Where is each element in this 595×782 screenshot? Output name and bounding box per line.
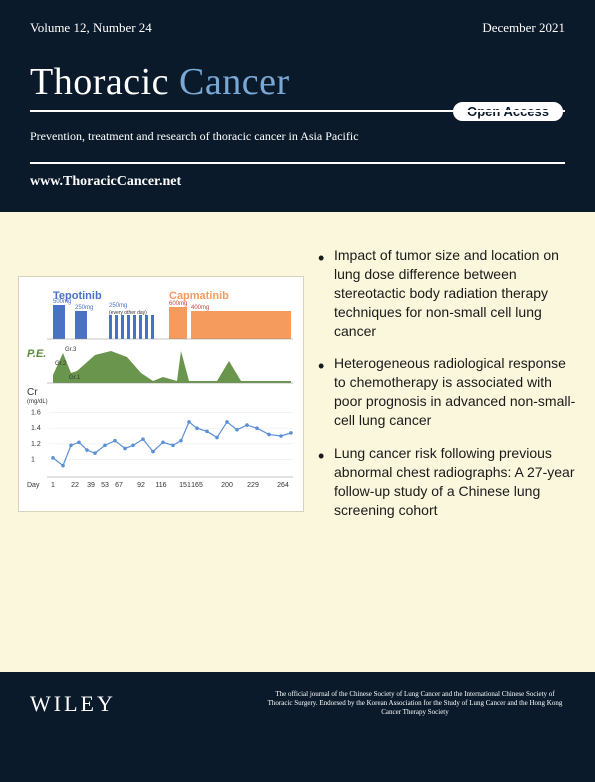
cover-chart-svg: TepotinibCapmatinib500mg250mg250mg(every… [25, 285, 299, 505]
endorsement-text: The official journal of the Chinese Soci… [265, 690, 565, 717]
svg-text:Gr.2: Gr.2 [55, 361, 67, 367]
volume-issue: Volume 12, Number 24 [30, 20, 152, 36]
svg-text:(mg/dL): (mg/dL) [27, 399, 48, 405]
title-divider [30, 110, 565, 112]
svg-text:500mg: 500mg [53, 299, 71, 305]
svg-text:P.E.: P.E. [27, 348, 46, 360]
svg-text:165: 165 [191, 482, 203, 489]
svg-text:200: 200 [221, 482, 233, 489]
svg-text:22: 22 [71, 482, 79, 489]
svg-text:1: 1 [31, 456, 35, 463]
highlight-item: Lung cancer risk following previous abno… [318, 444, 577, 520]
highlight-item: Impact of tumor size and location on lun… [318, 246, 577, 340]
svg-text:1.4: 1.4 [31, 425, 41, 432]
svg-text:92: 92 [137, 482, 145, 489]
title-accent: Cancer [179, 61, 290, 103]
svg-text:1.6: 1.6 [31, 410, 41, 417]
publisher-logo: WILEY [30, 691, 116, 717]
svg-text:67: 67 [115, 482, 123, 489]
svg-text:Cr: Cr [27, 387, 38, 398]
svg-text:1.2: 1.2 [31, 441, 41, 448]
header-top-row: Volume 12, Number 24 December 2021 [30, 20, 565, 36]
issue-date: December 2021 [482, 20, 565, 36]
journal-header: Volume 12, Number 24 December 2021 Thora… [0, 0, 595, 212]
title-main: Thoracic [30, 61, 179, 103]
svg-text:250mg: 250mg [109, 303, 127, 309]
svg-text:264: 264 [277, 482, 289, 489]
svg-text:116: 116 [155, 482, 166, 489]
journal-subtitle: Prevention, treatment and research of th… [30, 129, 565, 144]
cover-figure: TepotinibCapmatinib500mg250mg250mg(every… [18, 276, 304, 512]
svg-text:1: 1 [51, 482, 55, 489]
cover-main: TepotinibCapmatinib500mg250mg250mg(every… [0, 212, 595, 672]
svg-text:39: 39 [87, 482, 95, 489]
svg-text:Gr.1: Gr.1 [69, 375, 81, 381]
svg-text:Day: Day [27, 482, 40, 489]
svg-text:53: 53 [101, 482, 109, 489]
journal-title: Thoracic Cancer [30, 60, 565, 104]
journal-url: www.ThoracicCancer.net [30, 162, 565, 190]
journal-footer: WILEY The official journal of the Chines… [0, 672, 595, 735]
svg-text:(every other day): (every other day) [109, 310, 147, 316]
svg-text:229: 229 [247, 482, 259, 489]
svg-text:151: 151 [179, 482, 191, 489]
article-highlights: Impact of tumor size and location on lun… [318, 242, 577, 648]
highlight-item: Heterogeneous radiological response to c… [318, 354, 577, 430]
highlights-list: Impact of tumor size and location on lun… [318, 246, 577, 520]
svg-text:400mg: 400mg [191, 305, 209, 311]
svg-text:Gr.3: Gr.3 [65, 347, 77, 353]
svg-text:250mg: 250mg [75, 305, 93, 311]
svg-text:600mg: 600mg [169, 301, 187, 307]
